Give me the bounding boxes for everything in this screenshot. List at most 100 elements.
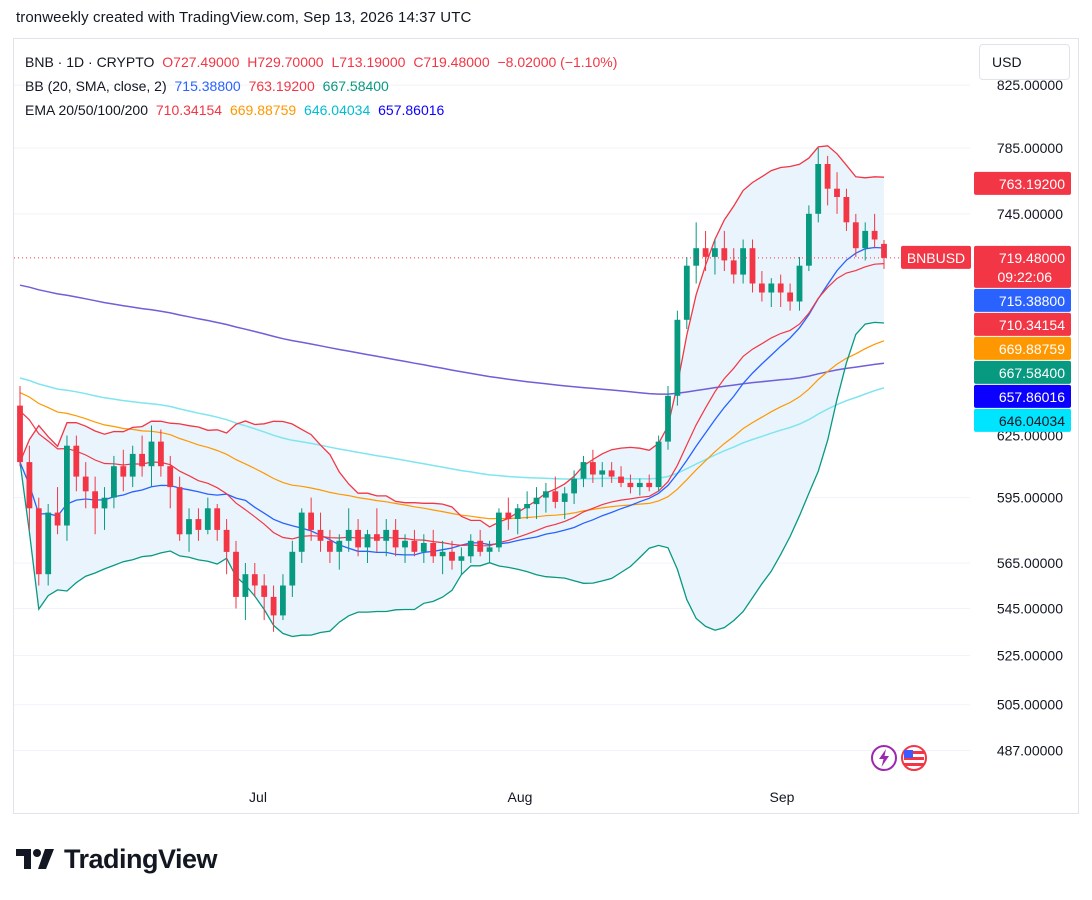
candle[interactable] (336, 540, 343, 552)
candle[interactable] (139, 453, 145, 467)
candle[interactable] (195, 519, 202, 530)
candle[interactable] (298, 512, 305, 552)
us-flag-icon[interactable] (901, 745, 927, 771)
candle[interactable] (45, 512, 52, 575)
candle[interactable] (233, 551, 239, 597)
candle[interactable] (824, 164, 831, 189)
candle[interactable] (627, 482, 634, 488)
candle[interactable] (355, 529, 361, 548)
price-tag[interactable] (974, 408, 1071, 432)
price-tag[interactable] (974, 360, 1071, 384)
candle[interactable] (712, 248, 718, 257)
candle[interactable] (289, 551, 296, 586)
candle[interactable] (467, 540, 474, 557)
symbol-label[interactable]: BNB · 1D · CRYPTO (25, 54, 155, 70)
candle[interactable] (280, 585, 286, 616)
candle[interactable] (693, 248, 700, 266)
candle[interactable] (496, 512, 502, 548)
candle[interactable] (806, 213, 812, 266)
candle[interactable] (759, 283, 765, 293)
candle[interactable] (881, 243, 887, 258)
candle[interactable] (618, 476, 624, 483)
price-tag[interactable] (974, 384, 1071, 408)
price-tag[interactable] (974, 312, 1071, 336)
candle[interactable] (176, 487, 183, 535)
candle[interactable] (402, 540, 408, 548)
ema100-line[interactable] (19, 377, 885, 480)
candle[interactable] (317, 529, 324, 541)
candle[interactable] (815, 164, 822, 214)
candle[interactable] (862, 230, 869, 249)
candle[interactable] (843, 197, 850, 223)
candle[interactable] (458, 556, 465, 561)
candle[interactable] (101, 497, 108, 509)
candle[interactable] (129, 453, 136, 477)
candle[interactable] (439, 551, 446, 557)
candle[interactable] (599, 470, 606, 475)
candle[interactable] (364, 534, 371, 548)
candle[interactable] (430, 543, 437, 557)
candle[interactable] (477, 540, 484, 552)
candle[interactable] (777, 283, 784, 293)
candle[interactable] (392, 529, 399, 548)
candle[interactable] (327, 540, 333, 552)
price-tag[interactable] (974, 245, 1071, 288)
candle[interactable] (111, 466, 117, 498)
price-tag[interactable] (974, 171, 1071, 195)
badge-icons[interactable] (870, 743, 934, 778)
candle[interactable] (167, 466, 174, 488)
candle[interactable] (35, 508, 42, 575)
candle[interactable] (796, 265, 803, 302)
candle[interactable] (655, 441, 662, 488)
candle[interactable] (561, 493, 568, 502)
tradingview-logo[interactable]: TradingView (16, 842, 218, 876)
candle[interactable] (787, 292, 793, 302)
candle[interactable] (608, 470, 615, 477)
candle[interactable] (383, 529, 390, 541)
candle[interactable] (590, 462, 596, 475)
lightning-icon[interactable] (871, 745, 897, 771)
candle[interactable] (204, 508, 211, 530)
candle[interactable] (730, 260, 737, 275)
bb-lower-line[interactable] (19, 321, 885, 638)
candle[interactable] (158, 441, 164, 467)
candle[interactable] (64, 445, 70, 526)
candle[interactable] (82, 476, 89, 492)
candle[interactable] (420, 543, 427, 552)
candle[interactable] (242, 574, 249, 597)
symbol-tag[interactable] (901, 245, 971, 269)
candle[interactable] (702, 248, 709, 257)
candle[interactable] (73, 445, 80, 477)
bb-upper-line[interactable] (19, 145, 885, 528)
chart-frame[interactable] (13, 38, 1079, 814)
candle[interactable] (92, 491, 98, 509)
price-tag[interactable] (974, 336, 1071, 360)
candle[interactable] (674, 319, 681, 396)
candle[interactable] (524, 504, 530, 509)
candle[interactable] (486, 547, 493, 552)
candle[interactable] (186, 519, 192, 535)
candle[interactable] (646, 482, 653, 488)
ema-legend[interactable]: EMA 20/50/100/200 710.34154 669.88759 64… (25, 98, 621, 122)
price-tag[interactable] (974, 288, 1071, 312)
candle[interactable] (214, 508, 221, 530)
bb-legend[interactable]: BB (20, SMA, close, 2) 715.38800 763.192… (25, 74, 621, 98)
candle[interactable] (308, 512, 314, 530)
candle[interactable] (514, 508, 521, 519)
candle[interactable] (17, 405, 23, 463)
candle[interactable] (148, 441, 155, 467)
candle[interactable] (740, 248, 746, 275)
candle[interactable] (270, 596, 277, 616)
candle[interactable] (449, 551, 455, 561)
candle[interactable] (26, 462, 33, 509)
candle[interactable] (721, 248, 728, 261)
candle[interactable] (571, 478, 577, 494)
candle[interactable] (552, 491, 559, 502)
candle[interactable] (834, 188, 840, 197)
candle[interactable] (223, 529, 230, 552)
candle[interactable] (505, 512, 512, 520)
currency-button[interactable]: USD (979, 44, 1070, 80)
ema50-line[interactable] (19, 340, 885, 520)
candle[interactable] (665, 395, 671, 442)
